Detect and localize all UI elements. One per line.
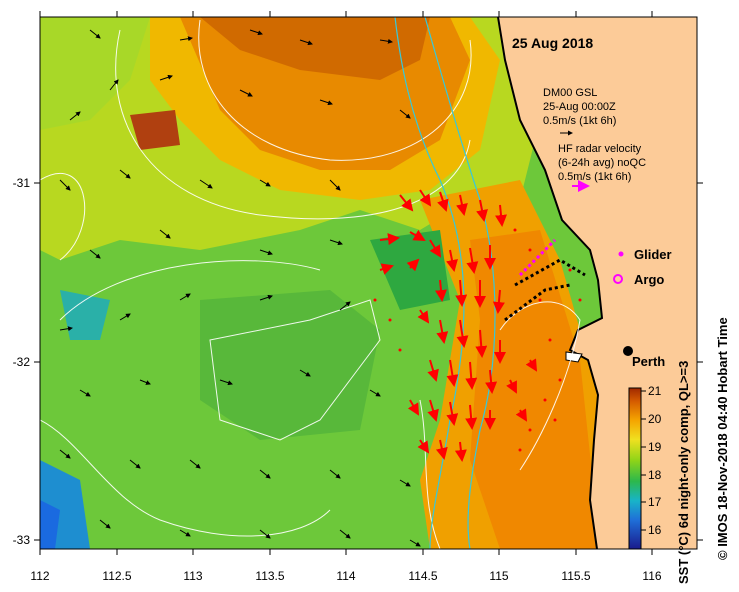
x-tick-label: 115 [489,569,508,583]
map-title: 25 Aug 2018 [512,35,593,51]
colorbar-tick-label: 17 [648,495,662,509]
credit-text: © IMOS 18-Nov-2018 04:40 Hobart Time [715,317,730,560]
x-axis [39,11,653,555]
perth-label: Perth [632,354,665,369]
x-tick-label: 115.5 [561,569,590,583]
marker-legend: Glider Argo [613,247,672,287]
x-tick-label: 112.5 [102,569,131,583]
model-legend-line1: DM00 GSL [543,87,597,99]
colorbar-tick-label: 16 [648,523,662,537]
y-tick-label: -33 [13,533,31,547]
colorbar: 21 20 19 18 17 16 SST (°C) 6d night-only… [628,361,691,584]
y-tick-label: -31 [13,176,31,190]
sst-field [40,17,697,549]
glider-track [504,238,586,322]
model-legend-line3: 0.5m/s (1kt 6h) [543,115,616,127]
radar-legend-line1: HF radar velocity [558,143,642,155]
glider-marker-icon [618,251,624,257]
x-tick-label: 113.5 [255,569,284,583]
radar-legend-line3: 0.5m/s (1kt 6h) [558,171,631,183]
colorbar-tick-label: 20 [648,412,662,426]
model-current-arrows [59,29,421,547]
radar-legend-line2: (6-24h avg) noQC [558,157,646,169]
colorbar-tick-label: 19 [648,440,662,454]
y-axis [34,182,703,541]
radar-points [373,228,582,452]
argo-marker-icon [613,274,623,284]
y-tick-label: -32 [13,355,31,369]
radar-velocity-arrows [379,189,538,462]
colorbar-scale [628,387,642,550]
plot-frame [39,16,698,550]
x-tick-label: 114 [336,569,355,583]
radar-legend: HF radar velocity (6-24h avg) noQC 0.5m/… [558,143,646,192]
x-tick-label: 112 [30,569,49,583]
x-tick-label: 114.5 [408,569,437,583]
colorbar-tick-label: 21 [648,384,662,398]
colorbar-tick-label: 18 [648,468,662,482]
argo-label: Argo [634,272,664,287]
perth-marker-icon [623,346,633,356]
glider-label: Glider [634,247,672,262]
x-tick-label: 113 [183,569,202,583]
model-legend: DM00 GSL 25-Aug 00:00Z 0.5m/s (1kt 6h) [543,87,616,136]
x-tick-label: 116 [642,569,661,583]
colorbar-label: SST (°C) 6d night-only comp, QL>=3 [676,361,691,584]
model-legend-line2: 25-Aug 00:00Z [543,101,616,113]
